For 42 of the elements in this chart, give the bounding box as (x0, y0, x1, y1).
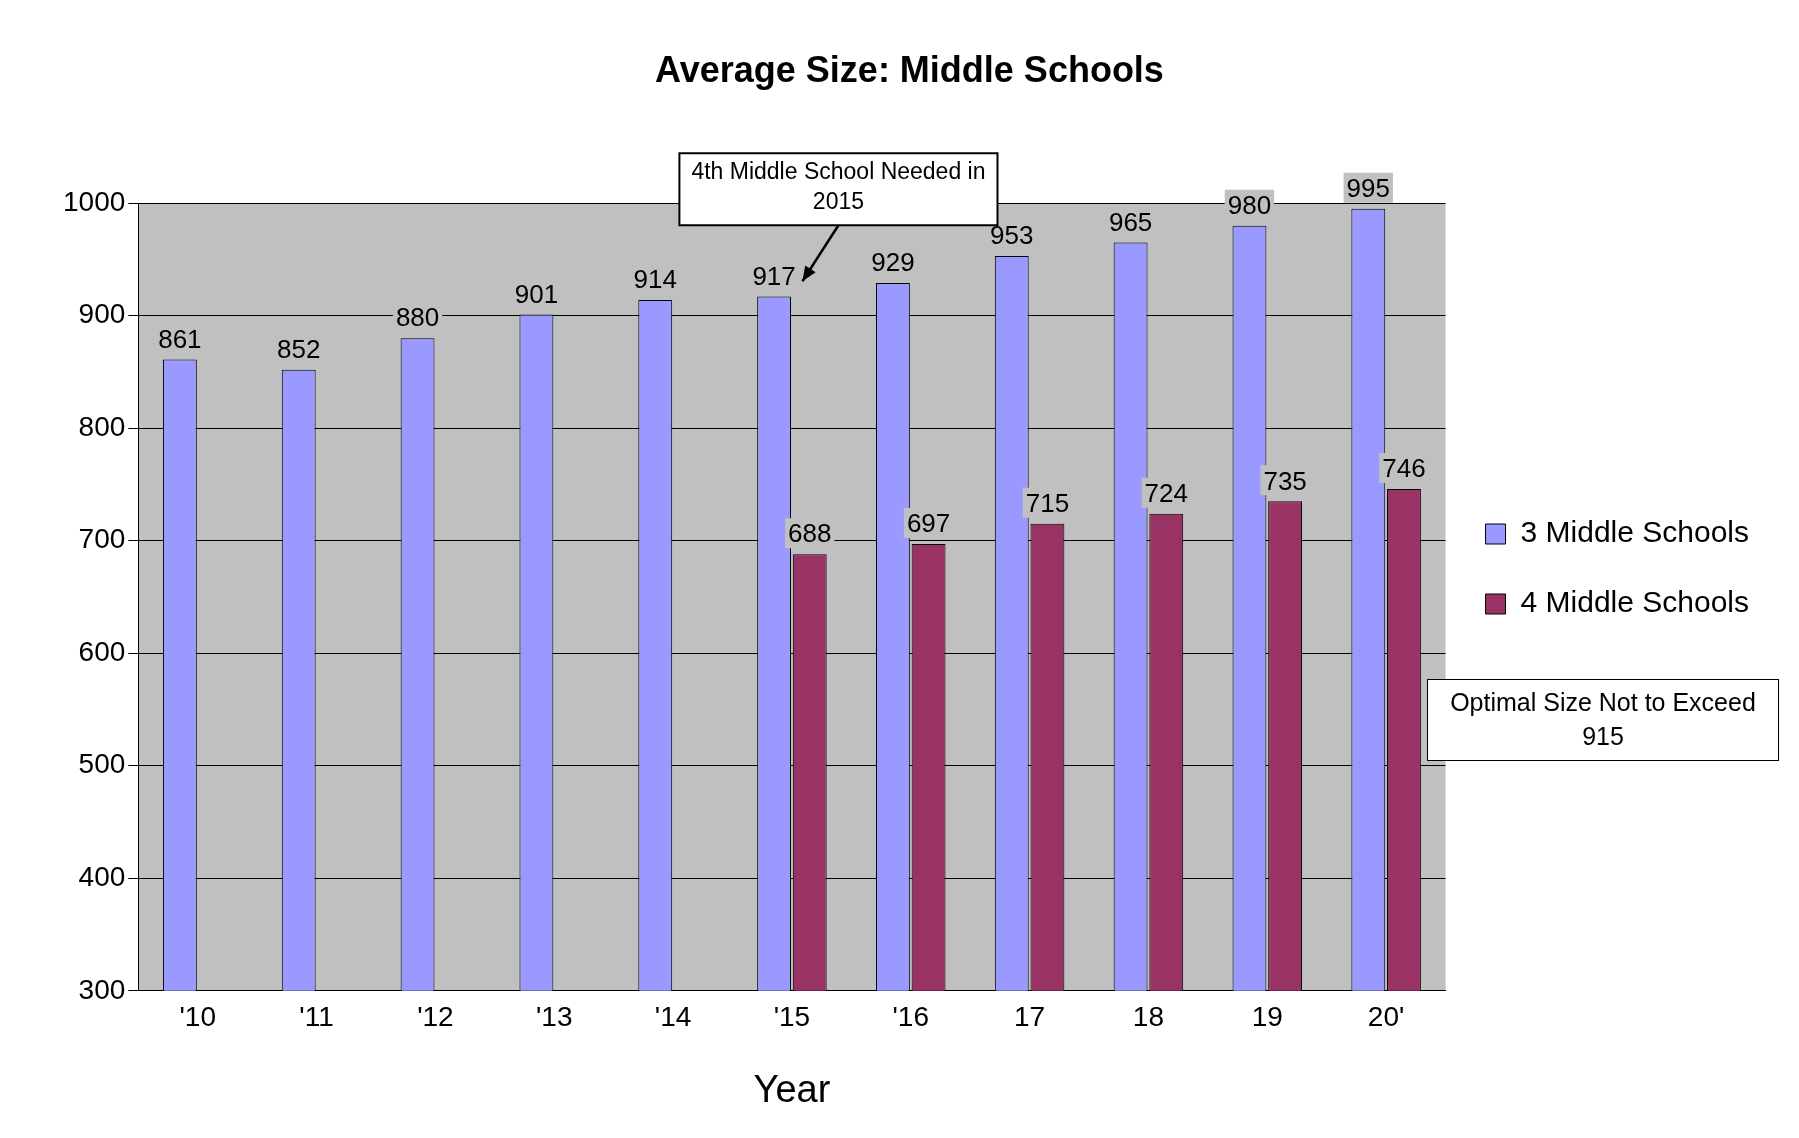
data-label: 735 (1263, 465, 1307, 496)
x-tick-label: '16 (892, 1001, 930, 1033)
x-tick-label: '10 (179, 1001, 216, 1033)
y-tick-label: 500 (78, 748, 126, 780)
x-axis-title: Year (753, 1067, 831, 1110)
y-tick-label: 700 (78, 523, 126, 555)
y-tick-label: 800 (78, 410, 126, 442)
data-label: 688 (788, 518, 832, 549)
data-label: 697 (906, 508, 951, 539)
legend-label: 4 Middle Schools (1520, 585, 1750, 619)
data-label: 917 (752, 260, 796, 291)
chart-title: Average Size: Middle Schools (655, 48, 1164, 90)
x-tick-label: '14 (654, 1001, 692, 1033)
data-label: 901 (514, 278, 559, 309)
data-label: 861 (158, 323, 202, 354)
data-label: 746 (1382, 453, 1426, 484)
y-tick-label: 400 (78, 861, 126, 892)
y-tick-label: 300 (78, 973, 126, 1005)
data-label: 995 (1346, 173, 1390, 203)
x-tick-label: '12 (417, 1001, 454, 1033)
x-tick-label: 19 (1251, 1001, 1283, 1033)
data-label: 953 (990, 220, 1034, 251)
y-tick-label: 600 (78, 635, 126, 667)
data-label: 852 (277, 333, 321, 364)
x-tick-label: 17 (1014, 1001, 1046, 1033)
data-label: 880 (395, 302, 440, 333)
x-tick-label: '15 (773, 1001, 811, 1033)
legend-label: 3 Middle Schools (1520, 515, 1750, 549)
y-tick-label: 900 (78, 298, 126, 330)
data-label: 980 (1227, 189, 1272, 220)
annotation: 4th Middle School Needed in 2015 (691, 158, 986, 215)
data-label: 715 (1025, 488, 1070, 519)
x-tick-label: 20' (1367, 1001, 1405, 1033)
x-tick-label: '13 (535, 1001, 573, 1033)
x-tick-label: '11 (299, 1001, 334, 1033)
y-tick-label: 1000 (62, 185, 126, 217)
x-tick-label: 18 (1132, 1001, 1165, 1033)
data-label: 965 (1108, 206, 1153, 237)
data-label: 724 (1144, 477, 1188, 508)
data-label: 914 (633, 264, 677, 295)
data-label: 929 (871, 247, 915, 278)
text: Optimal Size Not to Exceed 915 (1427, 679, 1779, 761)
